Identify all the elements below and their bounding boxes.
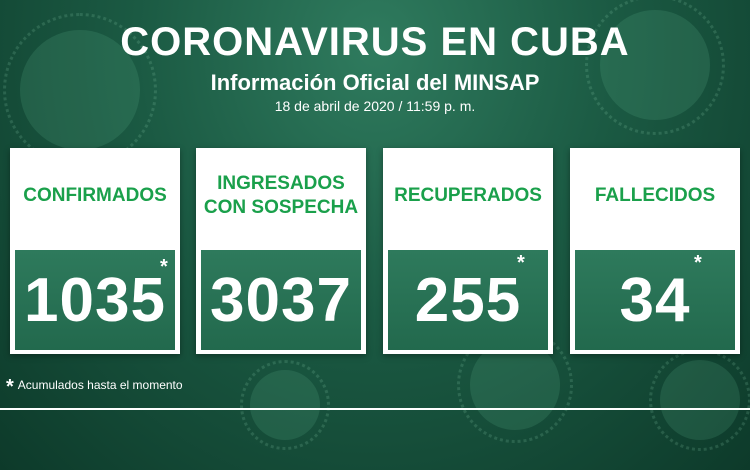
virus-decoration-icon [3,13,157,167]
divider [0,408,750,410]
page-subtitle: Información Oficial del MINSAP [210,70,540,95]
stat-card-recuperados: RECUPERADOS 255 * [383,148,553,354]
stat-card-fallecidos: FALLECIDOS 34 * [570,148,740,354]
stat-card-confirmados: CONFIRMADOS 1035 * [10,148,180,354]
stat-card-label: INGRESADOS CON SOSPECHA [203,173,359,218]
stat-card-label: RECUPERADOS [394,185,542,206]
virus-decoration-icon [457,327,573,443]
virus-decoration-icon [648,348,750,452]
stat-card-asterisk: * [694,252,702,274]
stat-card-value: 255 [388,250,548,350]
stat-card-value: 1035 [15,250,175,350]
stat-card-label: CONFIRMADOS [23,185,167,206]
stat-card-asterisk: * [517,252,525,274]
stat-card-asterisk: * [160,256,168,278]
virus-decoration-icon [584,0,726,136]
report-timestamp: 18 de abril de 2020 / 11:59 p. m. [274,98,476,114]
footnote-asterisk: * [6,376,14,398]
stat-card-value: 3037 [201,250,361,350]
page-title: CORONAVIRUS EN CUBA [120,20,630,64]
virus-decoration-icon [240,360,330,450]
stat-card-ingresados: INGRESADOS CON SOSPECHA 3037 [196,148,366,354]
footnote: * Acumulados hasta el momento [6,376,183,399]
footnote-text: Acumulados hasta el momento [17,378,183,392]
stat-card-value: 34 [575,250,735,350]
stat-card-label: FALLECIDOS [594,185,716,206]
